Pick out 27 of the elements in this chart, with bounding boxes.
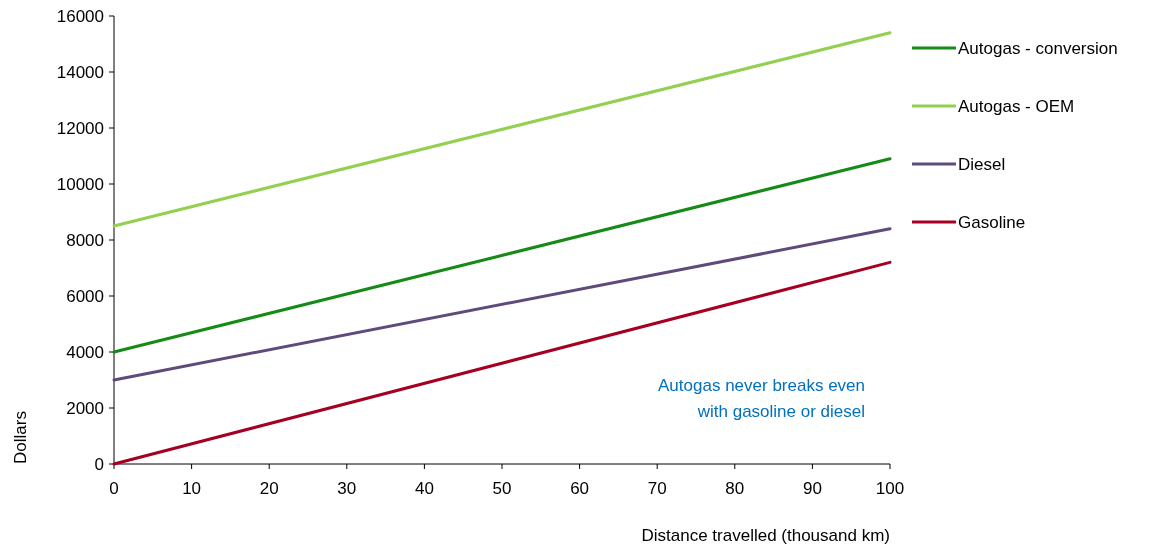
x-axis-title: Distance travelled (thousand km) — [641, 526, 890, 545]
x-tick-label: 30 — [337, 479, 357, 498]
x-tick-label: 10 — [182, 479, 202, 498]
legend-label: Gasoline — [958, 212, 1026, 232]
annotation: Autogas never breaks even with gasoline or diesel — [658, 376, 865, 421]
y-tick-label: 6000 — [66, 286, 104, 306]
x-tick-label: 90 — [802, 479, 822, 498]
x-tick-label: 50 — [492, 479, 512, 498]
y-tick-label: 16000 — [56, 6, 104, 26]
x-tick-label: 40 — [414, 479, 434, 498]
x-tick-label: 70 — [647, 479, 667, 498]
y-tick-label: 0 — [94, 454, 104, 474]
legend-label: Autogas - OEM — [958, 96, 1075, 116]
legend-label: Autogas - conversion — [958, 38, 1118, 58]
x-tick-label: 20 — [259, 479, 279, 498]
y-tick-label: 4000 — [66, 342, 104, 362]
x-tick-label: 0 — [109, 479, 119, 498]
y-tick-label: 14000 — [56, 62, 104, 82]
x-tick-label: 80 — [725, 479, 745, 498]
y-tick-label: 2000 — [66, 398, 104, 418]
y-tick-label: 10000 — [56, 174, 104, 194]
x-tick-label: 100 — [875, 479, 905, 498]
legend-label: Diesel — [958, 154, 1006, 174]
y-tick-label: 12000 — [56, 118, 104, 138]
x-tick-label: 60 — [570, 479, 590, 498]
y-axis-title: Dollars — [11, 411, 30, 464]
y-tick-label: 8000 — [66, 230, 104, 250]
